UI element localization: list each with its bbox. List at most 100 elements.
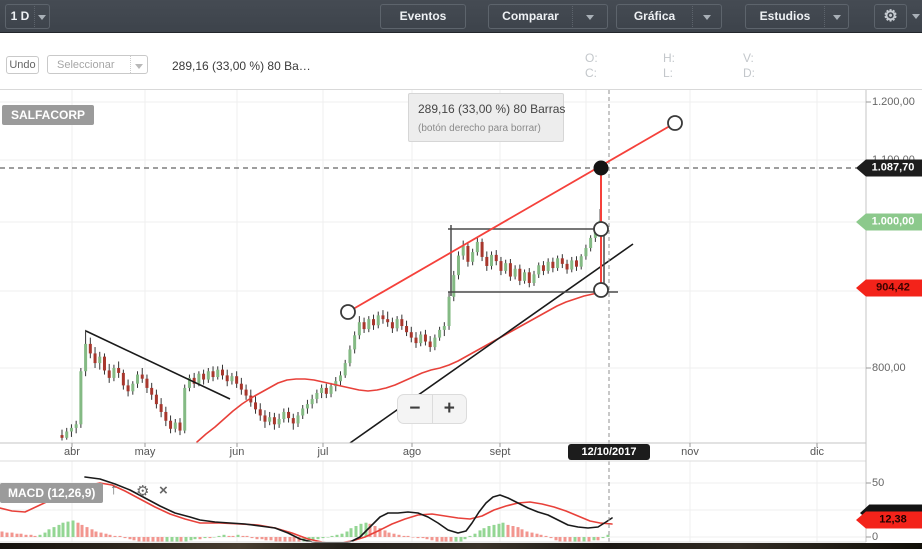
candle-body bbox=[235, 376, 239, 384]
comparar-button[interactable]: Comparar bbox=[488, 4, 572, 29]
macd-histogram-bar bbox=[406, 535, 410, 537]
macd-histogram-bar bbox=[297, 537, 301, 542]
measure-diagonal-line bbox=[347, 122, 676, 313]
macd-histogram-bar bbox=[364, 522, 368, 537]
zoom-in-button[interactable]: + bbox=[443, 398, 455, 419]
macd-histogram-bar bbox=[449, 537, 453, 542]
candle-body bbox=[277, 418, 281, 425]
macd-histogram-bar bbox=[330, 535, 334, 537]
macd-histogram-bar bbox=[368, 523, 372, 537]
candle-body bbox=[145, 378, 149, 388]
candle-body bbox=[409, 332, 413, 338]
macd-histogram-bar bbox=[392, 533, 396, 537]
macd-histogram-bar bbox=[549, 537, 553, 539]
candle-body bbox=[192, 377, 196, 384]
drawing-toolbar: Undo Seleccionar bbox=[0, 33, 922, 90]
macd-histogram-bar bbox=[90, 529, 94, 537]
x-axis-month-label: dic bbox=[809, 446, 825, 458]
candle-body bbox=[357, 322, 361, 336]
timeframe-button[interactable]: 1 D bbox=[5, 4, 34, 29]
candle-body bbox=[452, 275, 456, 297]
open-label: O: bbox=[585, 51, 598, 65]
macd-histogram-bar bbox=[123, 537, 127, 539]
trendline bbox=[349, 243, 634, 444]
candle-body bbox=[197, 373, 201, 384]
measure-handle[interactable] bbox=[593, 282, 609, 298]
candle-body bbox=[348, 349, 352, 364]
symbol-badge: SALFACORP bbox=[2, 105, 95, 125]
macd-histogram-bar bbox=[57, 524, 61, 537]
candle-body bbox=[518, 268, 522, 281]
measure-handle[interactable] bbox=[593, 221, 609, 237]
candle-body bbox=[159, 404, 163, 412]
macd-histogram-bar bbox=[156, 537, 160, 542]
macd-histogram-bar bbox=[255, 537, 259, 540]
candle-body bbox=[88, 343, 92, 354]
close-study-icon[interactable]: × bbox=[159, 482, 168, 499]
macd-histogram-bar bbox=[198, 537, 202, 540]
candle-body bbox=[258, 409, 262, 416]
candle-body bbox=[475, 241, 479, 253]
candle-body bbox=[433, 337, 437, 348]
macd-histogram-bar bbox=[558, 537, 562, 542]
zoom-out-button[interactable]: − bbox=[398, 395, 433, 423]
macd-histogram-bar bbox=[33, 535, 37, 537]
arrow-up-icon[interactable]: ↑ bbox=[110, 481, 118, 498]
macd-histogram-bar bbox=[76, 522, 80, 537]
comparar-dropdown[interactable] bbox=[572, 4, 608, 29]
candle-body bbox=[301, 408, 305, 416]
candle-body bbox=[376, 315, 380, 326]
moving-average-line bbox=[196, 290, 607, 443]
candle-body bbox=[381, 315, 385, 320]
macd-histogram-bar bbox=[269, 537, 273, 541]
settings-dropdown[interactable] bbox=[909, 4, 922, 29]
macd-histogram-bar bbox=[29, 534, 33, 537]
study-settings-gear-icon[interactable]: ⚙ bbox=[136, 483, 150, 500]
measurement-tooltip: 289,16 (33,00 %) 80 Barras (botón derech… bbox=[408, 93, 565, 142]
candle-body bbox=[65, 431, 69, 438]
estudios-button[interactable]: Estudios bbox=[745, 4, 824, 29]
measure-handle[interactable] bbox=[667, 115, 683, 131]
chevron-down-icon bbox=[911, 14, 920, 19]
undo-button[interactable]: Undo bbox=[6, 56, 39, 74]
x-axis-month-label: ago bbox=[402, 446, 422, 458]
select-tool-dropdown[interactable]: Seleccionar bbox=[47, 55, 148, 74]
candle-body bbox=[254, 402, 258, 410]
macd-histogram-bar bbox=[132, 537, 136, 541]
candle-body bbox=[353, 335, 357, 350]
candle-body bbox=[447, 296, 451, 327]
macd-histogram-bar bbox=[354, 526, 358, 537]
macd-histogram-bar bbox=[151, 537, 155, 542]
estudios-dropdown[interactable] bbox=[824, 4, 849, 29]
macd-histogram-bar bbox=[316, 537, 320, 540]
x-axis-month-label: jun bbox=[229, 446, 245, 458]
macd-histogram-bar bbox=[582, 537, 586, 542]
macd-histogram-bar bbox=[359, 523, 363, 537]
macd-histogram-bar bbox=[487, 526, 491, 537]
macd-histogram-bar bbox=[85, 527, 89, 537]
macd-histogram-bar bbox=[241, 535, 245, 537]
macd-histogram-bar bbox=[563, 537, 567, 542]
macd-histogram-bar bbox=[554, 537, 558, 541]
timeframe-dropdown[interactable] bbox=[34, 4, 50, 29]
eventos-button[interactable]: Eventos bbox=[380, 4, 466, 29]
macd-histogram-bar bbox=[568, 537, 572, 542]
chevron-down-icon bbox=[832, 15, 841, 20]
measure-endpoint-dot[interactable] bbox=[593, 160, 609, 176]
grafica-dropdown[interactable] bbox=[692, 4, 722, 29]
candle-body bbox=[291, 418, 295, 424]
settings-button[interactable]: ⚙ bbox=[874, 4, 907, 29]
candle-body bbox=[315, 392, 319, 399]
candle-body bbox=[414, 337, 418, 344]
macd-histogram-bar bbox=[335, 534, 339, 537]
date-label: D: bbox=[743, 66, 755, 80]
macd-axis-label: 0 bbox=[872, 531, 879, 543]
grafica-button[interactable]: Gráfica bbox=[616, 4, 692, 29]
measure-handle[interactable] bbox=[340, 304, 356, 320]
macd-histogram-bar bbox=[539, 534, 543, 537]
candle-body bbox=[216, 369, 220, 378]
candle-body bbox=[272, 417, 276, 425]
macd-histogram-bar bbox=[478, 530, 482, 537]
macd-histogram-bar bbox=[525, 531, 529, 537]
